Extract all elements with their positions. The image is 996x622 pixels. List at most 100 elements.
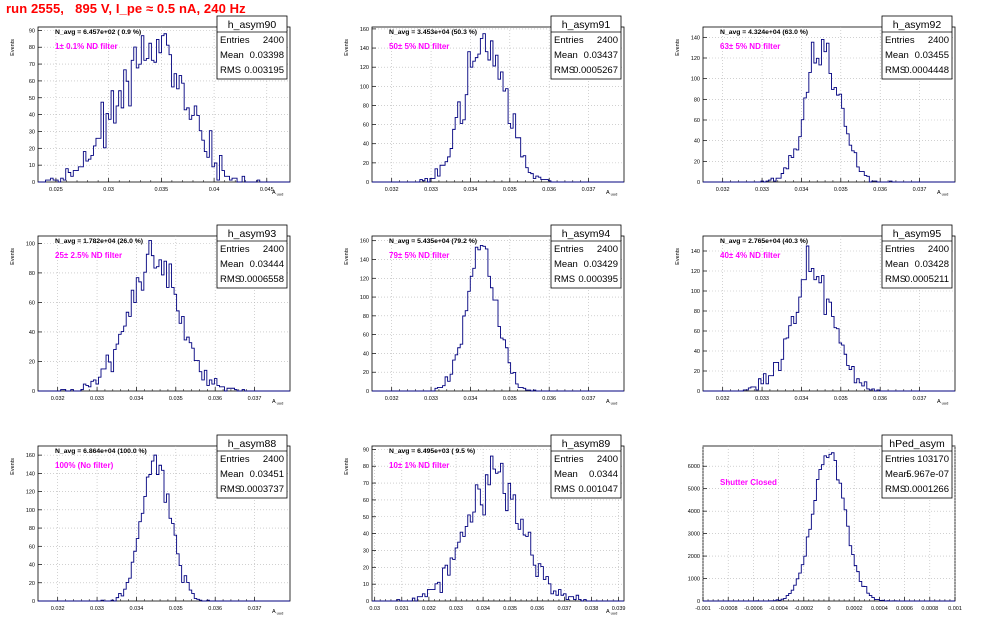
y-tick-label: 100 xyxy=(360,84,369,90)
y-axis-label: Events xyxy=(675,248,681,265)
histogram-series xyxy=(703,245,955,392)
navg-label: N_avg = 2.765e+04 (40.3 %) xyxy=(720,238,808,245)
x-tick-label: -0.0008 xyxy=(719,606,738,612)
y-tick-label: 4000 xyxy=(688,509,700,515)
x-tick-label: -0.0002 xyxy=(794,606,813,612)
x-axis-label: Auud xyxy=(937,399,948,406)
stats-label: RMS xyxy=(554,484,575,495)
x-tick-label: 0.033 xyxy=(90,396,104,402)
y-tick-label: 80 xyxy=(363,464,369,470)
x-tick-label: 0.035 xyxy=(169,396,183,402)
x-tick-label: 0.0002 xyxy=(846,606,863,612)
x-tick-label: 0.032 xyxy=(51,606,65,612)
stats-box xyxy=(881,224,953,289)
stats-box xyxy=(881,15,953,80)
x-tick-label: 0.033 xyxy=(755,187,769,193)
y-tick-label: 120 xyxy=(691,56,700,62)
x-axis-label: Auud xyxy=(606,609,617,616)
stats-box xyxy=(216,224,288,289)
y-tick-label: 20 xyxy=(29,581,35,587)
x-tick-label: 0.036 xyxy=(873,187,887,193)
x-tick-label: 0.034 xyxy=(476,606,490,612)
y-tick-label: 0 xyxy=(697,180,700,186)
x-tick-label: 0.045 xyxy=(260,187,274,193)
stats-value: 2400 xyxy=(597,454,618,465)
y-tick-label: 90 xyxy=(363,447,369,453)
y-axis-label: Events xyxy=(344,458,350,475)
stats-value: 0.03429 xyxy=(584,259,618,270)
y-tick-label: 50 xyxy=(363,515,369,521)
stats-box xyxy=(550,15,622,80)
y-tick-label: 40 xyxy=(363,351,369,357)
navg-label: N_avg = 6.864e+04 (100.0 %) xyxy=(55,448,147,455)
y-tick-label: 40 xyxy=(29,113,35,119)
histogram-series xyxy=(703,38,955,183)
stats-title: h_asym93 xyxy=(228,228,277,240)
x-tick-label: 0 xyxy=(827,606,830,612)
x-tick-label: 0.037 xyxy=(913,396,927,402)
navg-label: N_avg = 6.495e+03 ( 9.5 %) xyxy=(389,448,475,455)
panel-h_asym93: 0.032 0.033 0.034 0.035 0.036 0.037 0 20 40 60 80 1… xyxy=(10,224,291,406)
navg-label: N_avg = 4.324e+04 (63.0 %) xyxy=(720,29,808,36)
x-tick-label: 0.035 xyxy=(834,187,848,193)
y-tick-label: 80 xyxy=(363,103,369,109)
y-tick-label: 100 xyxy=(360,295,369,301)
y-tick-label: 80 xyxy=(694,97,700,103)
stats-label: Entries xyxy=(220,35,250,46)
stats-value: 0.03444 xyxy=(250,259,284,270)
panel-hPed_asym: -0.001 -0.0008 -0.0006 -0.0004 -0.0002 0 0.000… xyxy=(688,434,962,612)
stats-label: Mean xyxy=(220,469,244,480)
x-tick-label: 0.037 xyxy=(913,187,927,193)
stats-value: 0.001047 xyxy=(578,484,618,495)
stats-label: Entries xyxy=(220,454,250,465)
stats-label: RMS xyxy=(220,274,241,285)
stats-label: RMS xyxy=(554,274,575,285)
x-tick-label: 0.001 xyxy=(948,606,962,612)
y-tick-label: 5000 xyxy=(688,487,700,493)
x-axis-label: Auud xyxy=(937,190,948,197)
stats-value: 0.0004448 xyxy=(904,65,949,76)
x-tick-label: 0.037 xyxy=(248,606,262,612)
stats-value: 0.03451 xyxy=(250,469,284,480)
x-tick-label: 0.035 xyxy=(154,187,168,193)
stats-label: Entries xyxy=(554,35,584,46)
histogram-series xyxy=(38,239,290,392)
x-tick-label: 0.04 xyxy=(209,187,220,193)
stats-title: h_asym95 xyxy=(893,228,942,240)
stats-label: Mean xyxy=(554,259,578,270)
y-tick-label: 20 xyxy=(29,359,35,365)
y-tick-label: 140 xyxy=(26,471,35,477)
filter-label: 79± 5% ND filter xyxy=(389,251,449,260)
stats-value: 0.03437 xyxy=(584,50,618,61)
stats-box xyxy=(216,15,288,80)
stats-value: 0.0006558 xyxy=(239,274,284,285)
x-tick-label: 0.034 xyxy=(130,606,144,612)
x-tick-label: 0.0004 xyxy=(871,606,888,612)
x-tick-label: 0.039 xyxy=(612,606,626,612)
y-tick-label: 1000 xyxy=(688,577,700,583)
x-tick-label: 0.031 xyxy=(395,606,409,612)
stats-value: 103170 xyxy=(917,454,949,465)
stats-value: 0.0344 xyxy=(589,469,618,480)
y-tick-label: 160 xyxy=(360,27,369,33)
y-tick-label: 40 xyxy=(363,532,369,538)
stats-value: 0.0005211 xyxy=(905,274,949,285)
y-tick-label: 2000 xyxy=(688,554,700,560)
y-tick-label: 10 xyxy=(29,163,35,169)
y-tick-label: 120 xyxy=(360,276,369,282)
stats-label: RMS xyxy=(885,65,906,76)
y-tick-label: 20 xyxy=(29,146,35,152)
stats-value: 2400 xyxy=(928,244,949,255)
panel-h_asym95: 0.032 0.033 0.034 0.035 0.036 0.037 0 20 40 60 80 1… xyxy=(675,224,956,406)
y-tick-label: 60 xyxy=(29,79,35,85)
x-tick-label: 0.032 xyxy=(422,606,436,612)
histogram-series xyxy=(372,33,624,183)
x-tick-label: 0.036 xyxy=(208,606,222,612)
stats-value: 5.967e-07 xyxy=(906,469,949,480)
histogram-series xyxy=(38,33,290,183)
filter-label: 63± 5% ND filter xyxy=(720,42,780,51)
stats-label: RMS xyxy=(554,65,575,76)
y-tick-label: 160 xyxy=(26,453,35,459)
stats-label: Mean xyxy=(554,469,578,480)
stats-value: 0.0001266 xyxy=(904,484,949,495)
